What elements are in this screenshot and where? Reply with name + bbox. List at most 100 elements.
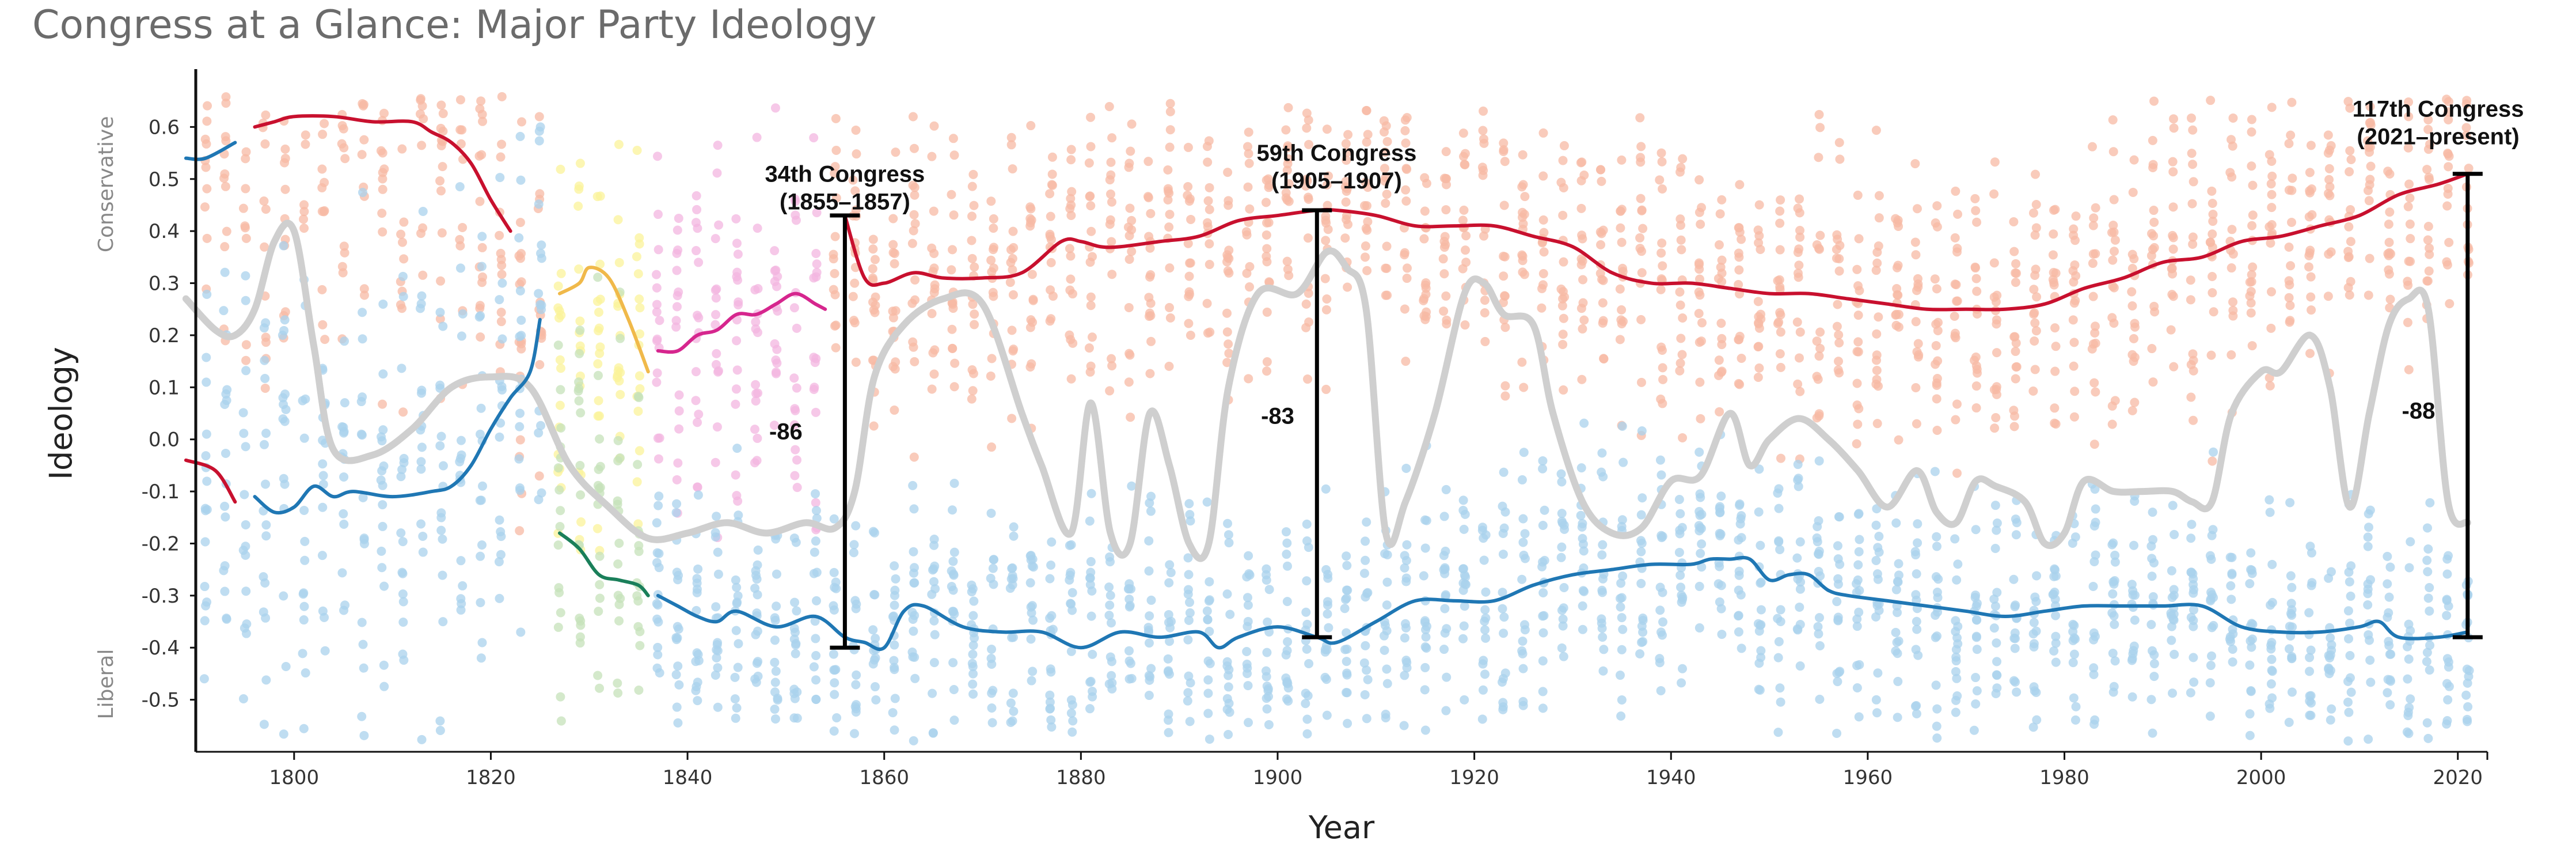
member-dot — [1657, 238, 1667, 248]
member-dot — [1773, 319, 1783, 328]
member-dot — [359, 135, 369, 145]
member-dot — [2384, 608, 2393, 618]
member-dot — [832, 713, 842, 722]
member-dot — [556, 164, 565, 174]
member-dot — [2425, 665, 2434, 675]
member-dot — [1085, 580, 1095, 589]
x-axis-title: Year — [1308, 809, 1375, 846]
member-dot — [2088, 221, 2098, 230]
member-dot — [1518, 537, 1528, 547]
page-title: Congress at a Glance: Major Party Ideolo… — [32, 2, 877, 48]
member-dot — [1596, 240, 1606, 249]
member-dot — [811, 498, 820, 508]
member-dot — [1950, 279, 1960, 289]
member-dot — [907, 648, 917, 657]
member-dot — [1304, 289, 1313, 298]
member-dot — [950, 358, 960, 368]
member-dot — [1184, 196, 1194, 206]
member-dot — [554, 313, 564, 323]
member-dot — [1321, 236, 1331, 245]
member-dot — [595, 294, 605, 304]
member-dot — [359, 284, 369, 294]
member-dot — [1341, 139, 1351, 149]
member-dot — [791, 196, 800, 206]
member-dot — [1007, 414, 1017, 423]
member-dot — [241, 184, 250, 194]
member-dot — [1538, 464, 1548, 474]
member-dot — [1402, 540, 1412, 550]
member-dot — [1695, 377, 1705, 387]
member-dot — [535, 189, 545, 199]
member-dot — [1912, 709, 1921, 719]
member-dot — [1932, 733, 1942, 743]
congress-label-line1: 34th Congress — [765, 161, 925, 187]
member-dot — [791, 639, 801, 649]
member-dot — [240, 623, 249, 633]
member-dot — [1439, 512, 1449, 521]
member-dot — [1989, 594, 1999, 604]
member-dot — [1164, 666, 1173, 676]
member-dot — [435, 176, 445, 186]
member-dot — [830, 321, 839, 331]
member-dot — [1203, 222, 1213, 232]
member-dot — [1658, 374, 1668, 384]
member-dot — [1538, 611, 1548, 621]
member-dot — [712, 284, 721, 294]
member-dot — [1517, 574, 1527, 584]
gap-value-label: -86 — [769, 419, 803, 445]
member-dot — [2245, 291, 2255, 301]
member-dot — [1223, 252, 1233, 262]
member-dot — [1321, 484, 1331, 494]
member-dot — [613, 688, 623, 698]
member-dot — [2069, 230, 2079, 240]
member-dot — [870, 682, 880, 692]
member-dot — [1637, 268, 1647, 278]
member-dot — [1088, 252, 1097, 262]
member-dot — [1894, 435, 1903, 445]
member-dot — [1556, 469, 1566, 479]
member-dot — [1066, 210, 1076, 220]
member-dot — [1499, 271, 1509, 281]
member-dot — [398, 618, 408, 627]
member-dot — [1341, 197, 1351, 207]
member-dot — [1185, 608, 1195, 618]
member-dot — [910, 190, 920, 200]
member-dot — [2148, 135, 2157, 145]
member-dot — [1359, 569, 1369, 578]
member-dot — [221, 99, 231, 108]
member-dot — [2168, 614, 2178, 624]
member-dot — [1754, 200, 1764, 210]
ticks-layer: 1800 1820 1840 1860 1880 1900 1920 1940 1960 1980… — [142, 116, 2488, 789]
member-dot — [2266, 679, 2276, 689]
member-dot — [1578, 275, 1588, 285]
member-dot — [1694, 623, 1704, 633]
member-dot — [1086, 201, 1096, 211]
member-dot — [1558, 614, 1568, 624]
member-dot — [967, 394, 977, 404]
member-dot — [1027, 215, 1036, 225]
member-dot — [1834, 512, 1844, 522]
member-dot — [1165, 302, 1175, 312]
y-axis-title: Ideology — [43, 347, 79, 480]
member-dot — [1815, 694, 1825, 704]
member-dot — [239, 429, 249, 438]
member-dot — [477, 540, 487, 550]
member-dot — [299, 207, 309, 217]
member-dot — [929, 248, 939, 258]
member-dot — [1184, 615, 1194, 625]
member-dot — [455, 182, 465, 192]
member-dot — [1989, 258, 1999, 268]
member-dot — [1304, 115, 1313, 125]
member-dot — [222, 226, 231, 236]
member-dot — [770, 677, 780, 687]
member-dot — [1340, 604, 1350, 614]
member-dot — [2247, 270, 2256, 279]
member-dot — [1165, 263, 1175, 273]
member-dot — [811, 506, 821, 516]
member-dot — [1932, 588, 1942, 597]
member-dot — [2070, 532, 2080, 542]
member-dot — [1262, 218, 1272, 228]
member-dot — [1025, 323, 1035, 332]
member-dot — [1655, 455, 1665, 465]
member-dot — [1164, 610, 1173, 619]
